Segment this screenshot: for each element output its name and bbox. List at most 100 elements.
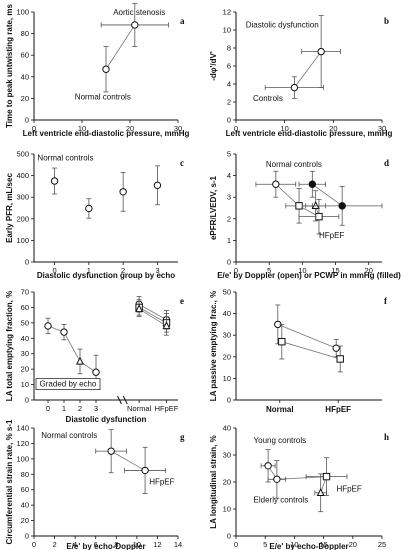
panel-e-letter: e xyxy=(180,296,184,306)
panel-e-xtick-left-label-1: 1 xyxy=(62,404,66,413)
panel-f-normal-1 xyxy=(278,337,286,346)
panel-c-annotation-0: Normal controls xyxy=(37,153,93,162)
panel-e-ytick-label-0: 0 xyxy=(25,396,29,405)
panel-h-point-3 xyxy=(316,487,325,496)
panel-c-ytick-label-2: 200 xyxy=(16,214,29,223)
panel-e-point-3 xyxy=(92,368,100,376)
panel-g-xtick-label-4: 8 xyxy=(114,540,118,549)
panel-f-hfpef-0 xyxy=(332,344,340,352)
panel-c-letter: c xyxy=(180,158,184,168)
panel-c-ytick-label-4: 400 xyxy=(16,171,29,180)
panel-e-group-label-box xyxy=(35,378,101,391)
panel-a-letter: a xyxy=(180,16,185,26)
panel-b-xtick-label-0: 0 xyxy=(234,124,238,133)
panel-g-connector-0 xyxy=(110,450,146,471)
panel-d-xlabel: E/e' by Doppler (open) or PCWP in mmHg (… xyxy=(217,271,401,280)
panel-g-ytick-label-2: 40 xyxy=(21,501,29,510)
panel-a-point-1 xyxy=(131,21,139,29)
panel-g-xtick-label-3: 6 xyxy=(94,540,98,549)
panel-e-right-hfpef-2 xyxy=(162,321,171,330)
panel-a-xlabel: Left ventricle end-diastolic pressure, m… xyxy=(23,129,190,138)
panel-d-xtick-label-4: 20 xyxy=(365,266,373,275)
panel-e-group-label: Graded by echo xyxy=(40,380,97,389)
panel-e-ytick-label-2: 20 xyxy=(21,365,29,374)
panel-e-right-line-1 xyxy=(138,307,167,324)
panel-h-annotation-2: HFpEF xyxy=(336,484,361,493)
panel-d-xtick-label-2: 10 xyxy=(298,266,306,275)
panel-g-letter: g xyxy=(180,432,185,442)
panel-d-ytick-label-1: 1 xyxy=(227,236,231,245)
panel-e-ytick-label-7: 70 xyxy=(21,288,29,297)
panel-h-ytick-label-2: 20 xyxy=(223,478,231,487)
panel-h-ytick-label-3: 30 xyxy=(223,451,231,460)
panel-e-xtick-left-label-3: 3 xyxy=(94,404,98,413)
panel-h-xtick-label-5: 25 xyxy=(378,540,386,549)
panel-g-ytick-label-5: 100 xyxy=(16,454,29,463)
panel-b-point-1 xyxy=(317,47,325,56)
panel-b-annotation-1: Controls xyxy=(253,94,283,103)
panel-h-xtick-label-1: 5 xyxy=(263,540,267,549)
panel-f-ytick-label-4: 40 xyxy=(223,309,231,318)
panel-e-point-0 xyxy=(44,322,52,330)
panel-h-letter: h xyxy=(384,432,389,442)
panel-g-xtick-label-7: 14 xyxy=(174,540,182,549)
panel-h-point-2 xyxy=(322,472,331,481)
panel-h-point-0 xyxy=(264,462,272,470)
panel-e-point-1 xyxy=(60,328,68,336)
panel-d-letter: d xyxy=(384,158,389,168)
panel-a-annotation-0: Aortic stenosis xyxy=(113,8,165,17)
panel-a-ytick-label-0: 0 xyxy=(25,116,29,125)
panel-c-xtick-label-3: 3 xyxy=(155,266,159,275)
panel-c-ytick-label-0: 0 xyxy=(25,258,29,267)
panel-d-ytick-label-2: 2 xyxy=(227,214,231,223)
panel-b-point-0 xyxy=(290,83,299,92)
panel-d-point-2 xyxy=(315,212,323,221)
panel-g-xtick-label-5: 10 xyxy=(133,540,141,549)
panel-b-xtick-label-2: 20 xyxy=(329,124,337,133)
panel-a-ytick-label-1: 20 xyxy=(21,94,29,103)
panel-e-ytick-label-1: 10 xyxy=(21,380,29,389)
panel-h-xlabel: E/e' by echo-Doppler xyxy=(269,542,348,550)
panel-a-annotation-1: Normal controls xyxy=(75,92,131,101)
panel-g-point-1 xyxy=(141,466,149,475)
panel-g-ytick-label-4: 80 xyxy=(21,470,29,479)
panel-d-xtick-label-3: 15 xyxy=(331,266,339,275)
panel-b-ytick-label-3: 6 xyxy=(227,62,231,71)
panel-e-xtick-left-label-2: 2 xyxy=(78,404,82,413)
panel-h-connector-1 xyxy=(276,476,327,480)
panel-g-ytick-label-7: 140 xyxy=(16,424,29,433)
panel-g-annotation-0: Normal controls xyxy=(41,431,97,440)
panel-f-line-1 xyxy=(281,341,341,360)
panel-f-hfpef-1 xyxy=(336,355,344,363)
panel-h-point-1 xyxy=(273,475,281,483)
panel-d-point-3 xyxy=(308,180,317,188)
panel-d-open-connector-0 xyxy=(275,183,300,207)
panel-h-ytick-label-1: 10 xyxy=(223,505,231,514)
panel-d-ytick-label-4: 4 xyxy=(227,171,231,180)
panel-a-xtick-label-2: 20 xyxy=(126,124,134,133)
panel-d-filled-connector-0 xyxy=(312,183,343,207)
panel-h-ylabel: LA longitudinal strain, % xyxy=(209,435,218,528)
panel-e-ytick-label-6: 60 xyxy=(21,303,29,312)
panel-d-xtick-label-0: 0 xyxy=(234,266,238,275)
panel-b-letter: b xyxy=(384,16,389,26)
panel-g-ytick-label-3: 60 xyxy=(21,485,29,494)
panel-b-ytick-label-5: 10 xyxy=(223,26,231,35)
panel-b-ytick-label-6: 12 xyxy=(223,8,231,17)
panel-b-xlabel: Left ventricle end-diastolic pressure, m… xyxy=(226,129,393,138)
panel-c-point-2 xyxy=(119,188,127,196)
panel-c-xlabel: Diastolic dysfunction group by echo xyxy=(37,271,175,280)
panel-d-annotation-0: Normal controls xyxy=(266,160,322,169)
panel-a-ytick-label-4: 80 xyxy=(21,29,29,38)
panel-e-right-normal-2 xyxy=(135,304,144,313)
panel-e-ytick-label-3: 30 xyxy=(21,349,29,358)
panel-g-ytick-label-6: 120 xyxy=(16,439,29,448)
panel-a-xtick-label-1: 10 xyxy=(78,124,86,133)
panel-g-xtick-label-1: 2 xyxy=(52,540,56,549)
panel-g-xtick-label-2: 4 xyxy=(73,540,77,549)
panel-e-axis-break-2 xyxy=(122,395,128,405)
panel-e-xtick-right-label-0: Normal xyxy=(127,404,152,413)
panel-g-point-0 xyxy=(107,447,115,455)
panel-a-xtick-label-3: 30 xyxy=(174,124,182,133)
